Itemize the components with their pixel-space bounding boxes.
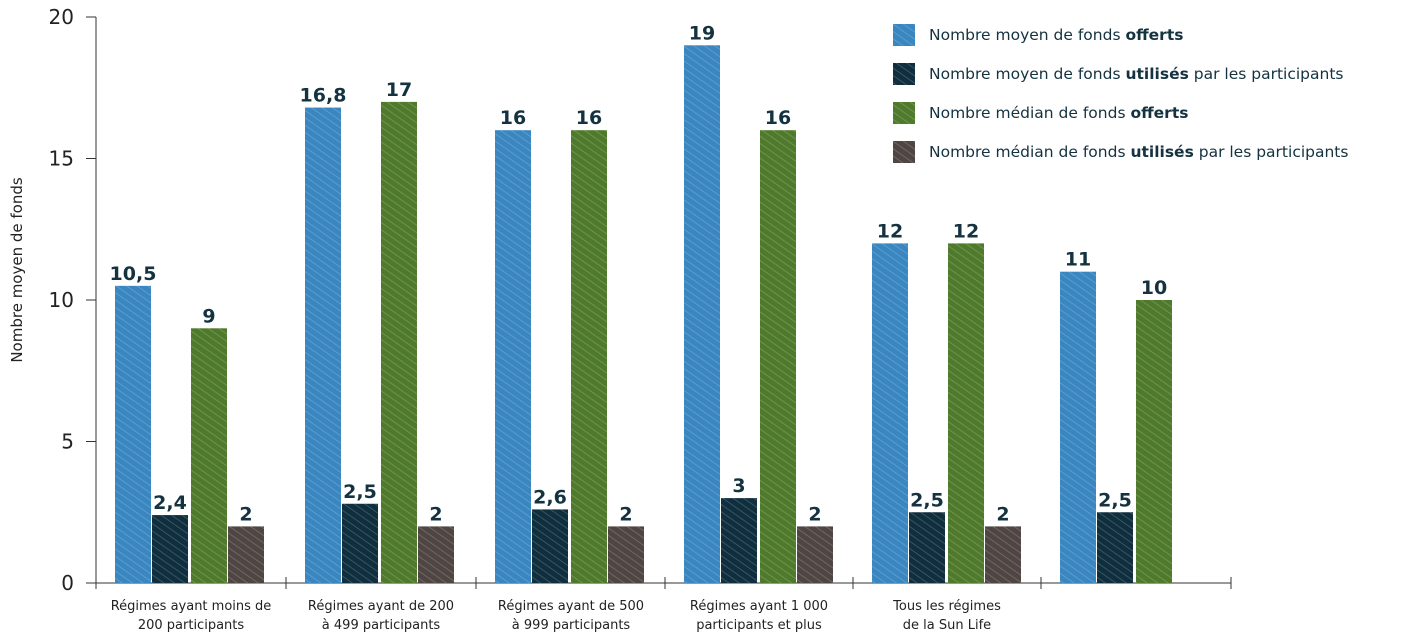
legend-swatch-hatch: [893, 102, 915, 124]
bar-hatch: [418, 526, 454, 583]
value-label: 2: [239, 503, 252, 525]
value-label: 2,4: [153, 492, 187, 514]
value-label: 3: [732, 475, 745, 497]
value-label: 12: [953, 220, 979, 242]
category-label: Régimes ayant de 500: [498, 599, 644, 614]
y-tick-label: 20: [49, 5, 74, 29]
bars: [115, 45, 1172, 584]
bar-hatch: [191, 328, 227, 583]
y-axis-label: Nombre moyen de fonds: [8, 177, 26, 363]
bar-hatch: [760, 130, 796, 583]
category-label: Régimes ayant moins de: [111, 599, 272, 614]
category-label: Régimes ayant de 200: [308, 599, 454, 614]
value-label: 2,6: [533, 486, 567, 508]
bar-hatch: [115, 285, 151, 583]
category-label: de la Sun Life: [903, 618, 991, 633]
category-labels: Régimes ayant moins de 200 participants Ré…: [111, 599, 1001, 633]
bar-hatch: [532, 509, 568, 583]
value-label: 2,5: [1098, 489, 1132, 511]
legend-label: Nombre médian de fonds utilisés par les …: [929, 143, 1348, 161]
value-label: 16: [765, 107, 791, 129]
y-tick-label: 5: [61, 430, 74, 454]
value-label: 19: [689, 22, 715, 44]
bar-hatch: [381, 101, 417, 584]
value-label: 2: [429, 503, 442, 525]
bar-hatch: [948, 243, 984, 583]
legend-swatch-hatch: [893, 63, 915, 85]
value-label: 2: [619, 503, 632, 525]
category-label: participants et plus: [696, 618, 822, 633]
x-axis: [95, 577, 1232, 589]
bar-hatch: [305, 107, 341, 583]
legend-label: Nombre moyen de fonds utilisés par les p…: [929, 65, 1343, 83]
bar-hatch: [684, 45, 720, 584]
value-label: 9: [202, 305, 215, 327]
category-label: Tous les régimes: [892, 599, 1001, 614]
value-labels: 10,5 2,4 9 2 16,8 2,5 17 2 16 2,6 16 2 19 3 16 2 12 2,5 12…: [110, 22, 1168, 525]
bar-hatch: [571, 130, 607, 583]
value-label: 10: [1141, 277, 1167, 299]
value-label: 2,5: [343, 481, 377, 503]
bar-hatch: [152, 515, 188, 583]
value-label: 10,5: [110, 263, 157, 285]
value-label: 16: [576, 107, 602, 129]
y-tick-label: 10: [49, 288, 74, 312]
bar-hatch: [1136, 300, 1172, 583]
category-label: 200 participants: [138, 618, 245, 633]
value-label: 11: [1065, 249, 1091, 271]
bar-hatch: [721, 498, 757, 583]
y-axis: 0 5 10 15 20: [49, 5, 97, 595]
bar-hatch: [985, 526, 1021, 583]
bar-hatch: [872, 243, 908, 583]
bar-hatch: [797, 526, 833, 583]
bar-hatch: [1097, 512, 1133, 583]
legend-swatch-hatch: [893, 24, 915, 46]
bar-hatch: [495, 130, 531, 583]
bar-hatch: [1060, 271, 1096, 583]
category-label: à 499 participants: [322, 618, 441, 633]
value-label: 17: [386, 79, 412, 101]
y-tick-label: 15: [49, 147, 74, 171]
category-label: Régimes ayant 1 000: [690, 599, 828, 614]
legend-label: Nombre médian de fonds offerts: [929, 104, 1188, 122]
category-label: à 999 participants: [512, 618, 631, 633]
value-label: 2: [808, 503, 821, 525]
bar-hatch: [608, 526, 644, 583]
value-label: 12: [877, 220, 903, 242]
value-label: 2,5: [910, 489, 944, 511]
value-label: 16,8: [300, 85, 347, 107]
y-tick-label: 0: [61, 571, 74, 595]
bar-hatch: [228, 526, 264, 583]
legend-swatch-hatch: [893, 141, 915, 163]
legend-label: Nombre moyen de fonds offerts: [929, 26, 1183, 44]
bar-hatch: [342, 503, 378, 583]
value-label: 2: [996, 503, 1009, 525]
legend: Nombre moyen de fonds offerts Nombre moye…: [893, 24, 1348, 163]
value-label: 16: [500, 107, 526, 129]
bar-hatch: [909, 512, 945, 583]
